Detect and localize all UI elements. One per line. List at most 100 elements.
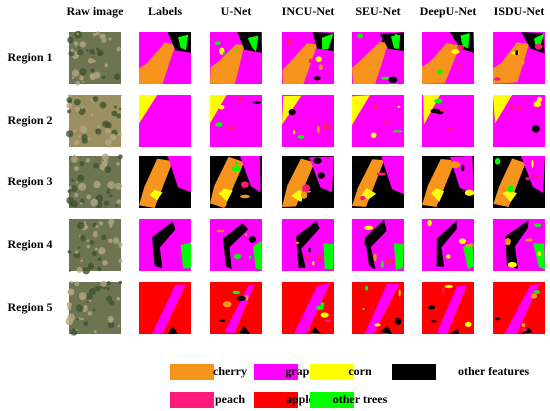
raw-texture [118, 242, 123, 247]
map-noise [293, 130, 296, 135]
column-header: ISDU-Net [494, 4, 545, 18]
map-noise [324, 319, 332, 323]
raw-texture [118, 132, 122, 137]
map-noise [317, 172, 325, 179]
raw-texture [74, 250, 79, 254]
raw-texture [77, 46, 80, 49]
map-noise [510, 105, 515, 111]
map-noise [392, 130, 403, 133]
raw-texture [104, 63, 109, 68]
raw-texture [69, 186, 72, 190]
raw-texture [101, 234, 107, 241]
legend-swatch [254, 364, 298, 380]
prediction-map [422, 219, 474, 271]
map-noise [436, 69, 443, 75]
raw-texture [117, 154, 123, 160]
map-noise [464, 189, 475, 196]
prediction-map [282, 282, 334, 334]
row-label: Region 4 [8, 237, 53, 251]
map-noise [245, 233, 248, 237]
map-noise [222, 51, 225, 55]
map-noise [297, 135, 305, 139]
map-noise [451, 49, 460, 55]
map-noise [445, 194, 449, 198]
raw-texture [79, 41, 86, 48]
raw-texture [79, 125, 88, 134]
map-region [422, 159, 456, 207]
raw-texture [76, 317, 80, 321]
raw-texture [77, 221, 85, 230]
map-noise [318, 64, 323, 70]
raw-texture [73, 41, 79, 46]
map-noise [464, 321, 472, 328]
raw-texture [90, 68, 95, 73]
raw-texture [89, 240, 94, 245]
map-region [520, 156, 545, 194]
map-noise [313, 76, 321, 81]
map-region [239, 325, 251, 334]
raw-texture [67, 94, 71, 98]
raw-texture [106, 165, 110, 169]
raw-texture [86, 239, 90, 243]
map-noise [446, 254, 451, 259]
raw-texture [70, 280, 74, 284]
raw-texture [73, 166, 79, 172]
raw-texture [118, 280, 123, 285]
raw-texture [116, 199, 121, 204]
raw-texture [67, 289, 73, 295]
prediction-map [282, 156, 334, 208]
legend-swatch [254, 392, 298, 408]
map-noise [295, 241, 300, 245]
map-noise [531, 159, 534, 168]
map-noise [444, 284, 453, 289]
legend-label: corn [348, 364, 372, 378]
prediction-map [493, 95, 545, 147]
map-background [210, 219, 262, 271]
prediction-map [282, 32, 334, 84]
map-region [436, 285, 467, 334]
map-region [352, 41, 389, 84]
map-noise [376, 172, 386, 176]
map-noise [287, 38, 293, 46]
raw-texture [109, 194, 113, 198]
raw-texture [86, 300, 89, 303]
map-region [223, 223, 249, 270]
raw-texture [77, 246, 81, 249]
map-noise [520, 328, 527, 332]
map-noise [372, 104, 379, 109]
map-noise [371, 132, 377, 139]
raw-texture [100, 280, 107, 288]
prediction-map [352, 156, 404, 208]
raw-texture [83, 321, 89, 327]
raw-texture [108, 318, 114, 323]
raw-texture [108, 37, 112, 41]
raw-texture [99, 101, 107, 109]
raw-image [67, 30, 121, 86]
raw-texture [81, 317, 84, 321]
raw-texture [111, 110, 118, 117]
raw-texture [88, 137, 91, 141]
raw-texture [66, 102, 73, 109]
map-noise [248, 236, 256, 243]
raw-texture [95, 31, 100, 36]
map-background [422, 219, 474, 271]
raw-texture [77, 49, 84, 56]
map-noise [288, 108, 296, 116]
raw-texture [67, 189, 72, 194]
prediction-map [282, 219, 334, 271]
map-region [253, 240, 262, 271]
raw-image [65, 280, 123, 336]
raw-texture [76, 266, 83, 273]
map-noise [534, 43, 543, 50]
raw-texture [104, 166, 112, 173]
raw-texture [93, 180, 101, 189]
raw-texture [113, 73, 121, 80]
map-noise [227, 126, 237, 130]
map-noise [381, 76, 391, 80]
map-region [210, 44, 245, 84]
map-noise [249, 255, 252, 260]
map-noise [385, 258, 395, 265]
map-region [505, 220, 529, 270]
prediction-map [352, 95, 404, 147]
raw-texture [92, 308, 96, 312]
